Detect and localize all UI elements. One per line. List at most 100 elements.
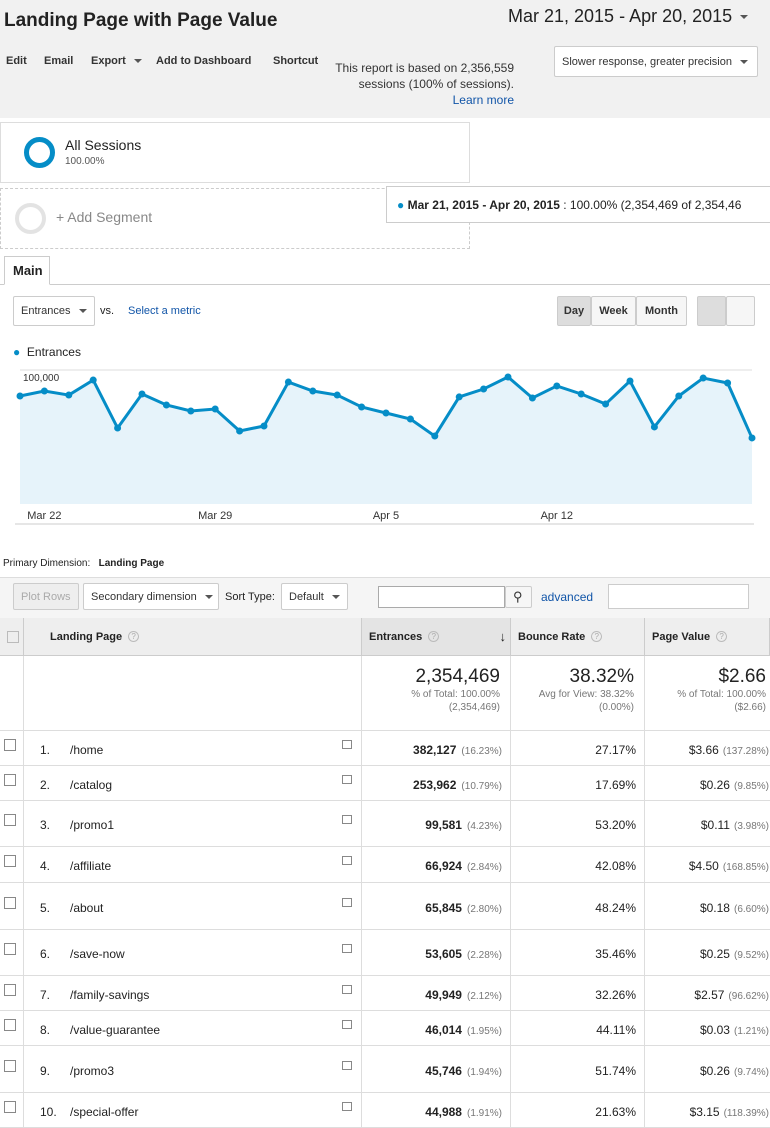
col-label: Bounce Rate <box>518 630 586 643</box>
select-metric[interactable]: Select a metric <box>128 305 201 317</box>
row-checkbox[interactable] <box>4 774 16 786</box>
sort-type-label: Sort Type: <box>225 591 275 603</box>
col-landing-page[interactable]: Landing Page? <box>24 618 362 656</box>
cell: $0.03 (1.21%) <box>645 1011 770 1045</box>
plot-rows[interactable]: Plot Rows <box>13 583 79 610</box>
table-row: 3. /promo1 99,581 (4.23%) 53.20% $0.11 (3.98%) <box>0 801 770 847</box>
row-checkbox[interactable] <box>4 814 16 826</box>
row-checkbox[interactable] <box>4 1101 16 1113</box>
segment-box[interactable] <box>0 122 470 183</box>
motion-chart-toggle[interactable] <box>726 296 755 326</box>
search-input[interactable] <box>378 586 505 608</box>
cell: 65,845 (2.80%) <box>362 883 511 929</box>
page-value-percent: (9.85%) <box>733 781 769 792</box>
point <box>455 393 463 401</box>
landing-page[interactable]: /family-savings <box>70 988 150 1002</box>
advanced[interactable]: advanced <box>541 590 594 604</box>
cell: 382,127 (16.23%) <box>362 731 511 765</box>
action-0[interactable]: Edit <box>6 55 27 67</box>
col-bounce[interactable]: Bounce Rate? <box>511 618 645 656</box>
x-tick-label: Mar 29 <box>198 510 232 522</box>
open-link[interactable] <box>342 1020 352 1029</box>
open-link[interactable] <box>342 856 352 865</box>
tab[interactable]: Main <box>4 256 50 285</box>
cell: 253,962 (10.79%) <box>362 766 511 800</box>
landing-page[interactable]: /about <box>70 901 104 915</box>
open-link[interactable] <box>342 740 352 749</box>
date-range[interactable]: Mar 21, 2015 - Apr 20, 2015 <box>508 6 748 27</box>
action-1[interactable]: Email <box>44 55 74 67</box>
open-link[interactable] <box>342 898 352 907</box>
period-button[interactable]: Day <box>557 296 591 326</box>
table-row: 10. /special-offer 44,988 (1.91%) 21.63% $3.1… <box>0 1093 770 1128</box>
entrances: 45,746 (1.94%) <box>425 1064 502 1078</box>
precision-select[interactable]: Slower response, greater precision <box>554 46 758 77</box>
landing-page[interactable]: /promo3 <box>70 1064 115 1078</box>
page-value-amount: $3.15 <box>689 1105 720 1119</box>
table-row: 9. /promo3 45,746 (1.94%) 51.74% $0.26 (9.74%) <box>0 1046 770 1093</box>
bounce-rate: 51.74% <box>595 1064 636 1078</box>
action-4[interactable]: Shortcut <box>273 55 319 67</box>
landing-page[interactable]: /value-guarantee <box>70 1023 161 1037</box>
bounce-rate: 48.24% <box>595 901 636 915</box>
row-checkbox[interactable] <box>4 943 16 955</box>
row-checkbox[interactable] <box>4 897 16 909</box>
open-link[interactable] <box>342 1061 352 1070</box>
landing-page[interactable]: /home <box>70 743 104 757</box>
point <box>602 400 610 408</box>
action-2[interactable]: Export <box>91 55 142 67</box>
row-checkbox[interactable] <box>4 984 16 996</box>
entrances-value: 65,845 <box>425 901 462 915</box>
row-checkbox[interactable] <box>4 1019 16 1031</box>
metric-select[interactable]: Entrances <box>13 296 95 326</box>
sort-type[interactable]: Default <box>281 583 348 610</box>
landing-page[interactable]: /affiliate <box>70 859 112 873</box>
open-link[interactable] <box>342 815 352 824</box>
col-value[interactable]: Page Value? <box>645 618 770 656</box>
row-number: 9. <box>40 1064 51 1078</box>
period-button[interactable]: Week <box>591 296 636 326</box>
entrances-value: 53,605 <box>425 947 462 961</box>
point <box>382 409 390 417</box>
page-value-percent: (6.60%) <box>733 904 769 915</box>
cell <box>0 801 24 846</box>
table-row: 2. /catalog 253,962 (10.79%) 17.69% $0.26 (9.8… <box>0 766 770 801</box>
open-link[interactable] <box>342 985 352 994</box>
period-button[interactable]: Month <box>636 296 687 326</box>
point <box>162 401 170 409</box>
row-checkbox[interactable] <box>4 1060 16 1072</box>
total-entrances-note: % of Total: 100.00% (2,354,469) <box>411 689 500 713</box>
point <box>406 415 414 423</box>
page-value: $0.11 (3.98%) <box>701 818 769 832</box>
entrances-value: 382,127 <box>413 743 457 757</box>
point <box>114 424 122 432</box>
open-link[interactable] <box>342 1102 352 1111</box>
open-link[interactable] <box>342 944 352 953</box>
landing-page[interactable]: /catalog <box>70 778 113 792</box>
cell: 7. /family-savings <box>24 976 362 1010</box>
point <box>16 392 24 400</box>
line-chart-toggle[interactable] <box>697 296 726 326</box>
learn-more[interactable]: Learn more <box>452 93 514 107</box>
page-value-percent: (3.98%) <box>733 821 769 832</box>
col-label: Landing Page <box>50 630 123 643</box>
row-checkbox[interactable] <box>4 855 16 867</box>
landing-page[interactable]: /save-now <box>70 947 125 961</box>
secondary-dimension[interactable]: Secondary dimension <box>83 583 219 610</box>
landing-page[interactable]: /special-offer <box>70 1105 139 1119</box>
page-value-percent: (1.21%) <box>733 1026 769 1037</box>
action-3[interactable]: Add to Dashboard <box>156 55 252 67</box>
add-segment[interactable]: + Add Segment <box>56 209 153 225</box>
cell: $3.66 (137.28%) <box>645 731 770 765</box>
view-toggles[interactable] <box>608 584 749 609</box>
entrances-value: 46,014 <box>425 1023 462 1037</box>
open-link[interactable] <box>342 775 352 784</box>
row-checkbox[interactable] <box>4 739 16 751</box>
col-entrances[interactable]: Entrances? ↓ <box>362 618 511 656</box>
search-button[interactable]: ⚲ <box>505 586 532 608</box>
landing-page[interactable]: /promo1 <box>70 818 115 832</box>
cell: 49,949 (2.12%) <box>362 976 511 1010</box>
entrances: 66,924 (2.84%) <box>425 859 502 873</box>
col-label: Entrances <box>369 630 423 643</box>
